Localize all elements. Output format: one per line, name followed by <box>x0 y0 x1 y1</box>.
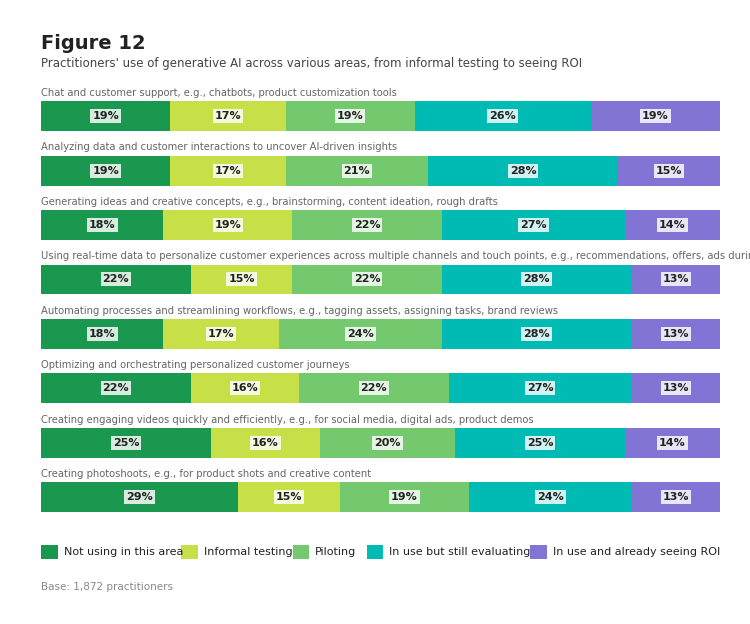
Bar <box>442 265 632 295</box>
Text: 27%: 27% <box>520 220 547 230</box>
Bar <box>41 101 170 131</box>
Bar <box>415 101 591 131</box>
Bar <box>190 265 292 295</box>
Bar <box>442 319 632 349</box>
Bar <box>286 101 415 131</box>
Text: 25%: 25% <box>112 438 140 448</box>
Bar <box>625 210 720 240</box>
Text: 17%: 17% <box>214 165 242 175</box>
Text: Piloting: Piloting <box>315 547 356 557</box>
Text: 16%: 16% <box>252 438 278 448</box>
Text: Not using in this area: Not using in this area <box>64 547 183 557</box>
Text: 14%: 14% <box>659 220 686 230</box>
Text: 25%: 25% <box>527 438 554 448</box>
Text: 29%: 29% <box>126 492 153 502</box>
Bar <box>41 373 190 403</box>
Text: 13%: 13% <box>663 383 689 393</box>
Text: 13%: 13% <box>663 329 689 339</box>
Text: 22%: 22% <box>103 383 129 393</box>
Bar <box>632 319 720 349</box>
Text: 19%: 19% <box>391 492 418 502</box>
Bar <box>591 101 720 131</box>
Text: Generating ideas and creative concepts, e.g., brainstorming, content ideation, r: Generating ideas and creative concepts, … <box>41 197 498 207</box>
Bar <box>442 210 625 240</box>
Bar <box>292 210 442 240</box>
Bar <box>455 428 625 458</box>
Text: 13%: 13% <box>663 492 689 502</box>
Bar <box>164 210 292 240</box>
Text: Informal testing: Informal testing <box>204 547 292 557</box>
Text: Creating engaging videos quickly and efficiently, e.g., for social media, digita: Creating engaging videos quickly and eff… <box>41 414 534 424</box>
Text: Optimizing and orchestrating personalized customer journeys: Optimizing and orchestrating personalize… <box>41 360 350 370</box>
Bar <box>41 482 238 512</box>
Bar <box>41 210 164 240</box>
Text: 20%: 20% <box>374 438 400 448</box>
Bar <box>299 373 448 403</box>
Text: 22%: 22% <box>361 383 387 393</box>
Text: 28%: 28% <box>524 329 550 339</box>
Bar <box>618 155 720 185</box>
Bar <box>428 155 618 185</box>
Bar <box>286 155 428 185</box>
Bar <box>292 265 442 295</box>
Text: Base: 1,872 practitioners: Base: 1,872 practitioners <box>41 582 173 592</box>
Bar <box>211 428 320 458</box>
Text: 26%: 26% <box>490 111 516 121</box>
Bar <box>320 428 455 458</box>
Bar <box>41 319 164 349</box>
Bar <box>632 373 720 403</box>
Bar <box>448 373 632 403</box>
Text: 22%: 22% <box>354 220 380 230</box>
Text: 19%: 19% <box>92 111 119 121</box>
Text: Automating processes and streamlining workflows, e.g., tagging assets, assigning: Automating processes and streamlining wo… <box>41 306 558 316</box>
Text: 24%: 24% <box>347 329 374 339</box>
Bar <box>238 482 340 512</box>
Text: In use but still evaluating: In use but still evaluating <box>389 547 530 557</box>
Text: 19%: 19% <box>642 111 669 121</box>
Text: Creating photoshoots, e.g., for product shots and creative content: Creating photoshoots, e.g., for product … <box>41 469 371 479</box>
Text: Using real-time data to personalize customer experiences across multiple channel: Using real-time data to personalize cust… <box>41 251 750 261</box>
Text: 14%: 14% <box>659 438 686 448</box>
Bar <box>469 482 632 512</box>
Bar <box>164 319 279 349</box>
Text: 28%: 28% <box>510 165 536 175</box>
Bar <box>170 155 286 185</box>
Text: 19%: 19% <box>214 220 242 230</box>
Bar <box>625 428 720 458</box>
Bar <box>279 319 442 349</box>
Text: Analyzing data and customer interactions to uncover AI-driven insights: Analyzing data and customer interactions… <box>41 142 398 152</box>
Text: 15%: 15% <box>656 165 682 175</box>
Text: Figure 12: Figure 12 <box>41 34 146 53</box>
Bar <box>190 373 299 403</box>
Text: 19%: 19% <box>92 165 119 175</box>
Text: 18%: 18% <box>89 329 116 339</box>
Text: 21%: 21% <box>344 165 370 175</box>
Text: 15%: 15% <box>276 492 302 502</box>
Text: 28%: 28% <box>524 275 550 285</box>
Text: Practitioners' use of generative AI across various areas, from informal testing : Practitioners' use of generative AI acro… <box>41 57 582 71</box>
Bar <box>41 428 211 458</box>
Text: 27%: 27% <box>526 383 554 393</box>
Bar <box>41 155 170 185</box>
Text: 24%: 24% <box>537 492 564 502</box>
Text: 19%: 19% <box>337 111 364 121</box>
Bar <box>41 265 190 295</box>
Text: 15%: 15% <box>228 275 255 285</box>
Text: 17%: 17% <box>208 329 235 339</box>
Bar <box>632 265 720 295</box>
Text: 17%: 17% <box>214 111 242 121</box>
Text: In use and already seeing ROI: In use and already seeing ROI <box>553 547 720 557</box>
Bar <box>340 482 469 512</box>
Bar <box>170 101 286 131</box>
Text: 22%: 22% <box>103 275 129 285</box>
Text: 22%: 22% <box>354 275 380 285</box>
Bar <box>632 482 720 512</box>
Text: 18%: 18% <box>89 220 116 230</box>
Text: Chat and customer support, e.g., chatbots, product customization tools: Chat and customer support, e.g., chatbot… <box>41 88 398 98</box>
Text: 16%: 16% <box>232 383 258 393</box>
Text: 13%: 13% <box>663 275 689 285</box>
